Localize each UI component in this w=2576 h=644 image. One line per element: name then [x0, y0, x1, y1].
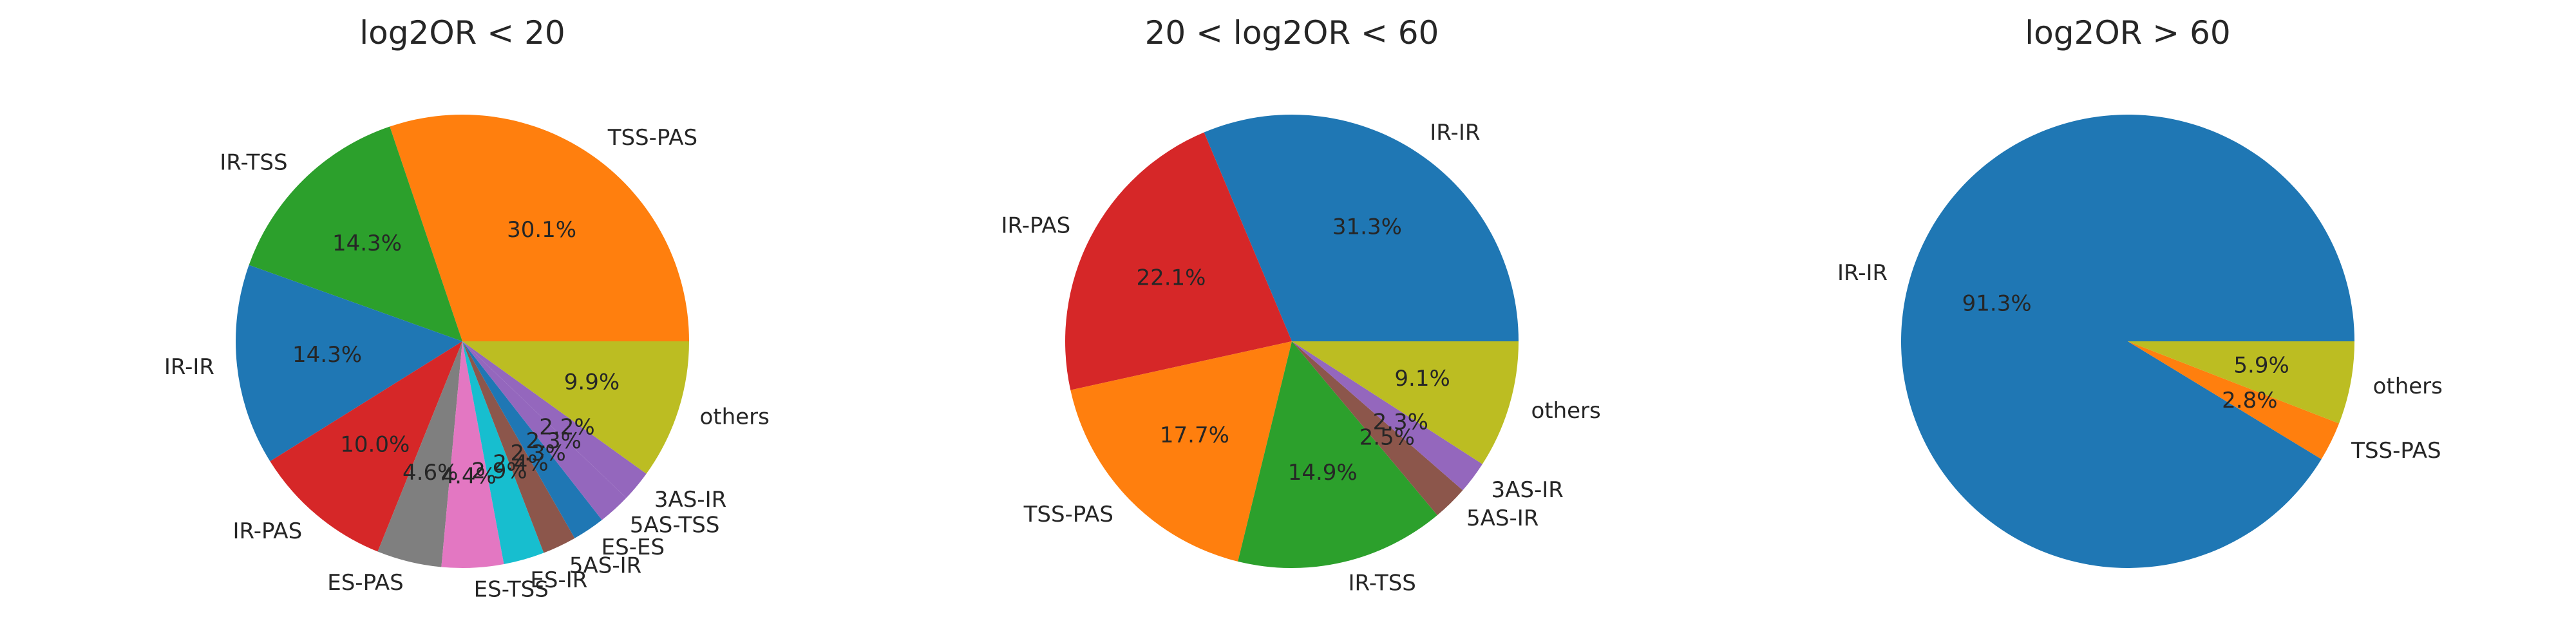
pie-slice-ir-tss	[1238, 341, 1437, 568]
pie-slice-es-tss	[441, 341, 504, 568]
pie-slice-ir-ir	[1901, 115, 2354, 569]
slice-label: ES-ES	[601, 535, 665, 560]
slice-label: ES-PAS	[327, 570, 404, 596]
pie-slice-es-ir	[462, 341, 544, 565]
slice-percent-label: 14.3%	[292, 342, 362, 368]
pie-chart-2: 20 < log2OR < 60 IR-IR 31.3% IR-PAS 22.1% TS…	[1001, 14, 1600, 596]
slice-percent-label: 2.9%	[471, 459, 527, 484]
slice-percent-label: 2.3%	[510, 440, 565, 466]
slice-label: ES-IR	[530, 567, 587, 593]
slice-percent-label: 17.7%	[1160, 422, 1229, 448]
slice-percent-label: 9.1%	[1394, 366, 1450, 392]
slice-percent-label: 91.3%	[1962, 290, 2032, 316]
pie-slice-es-es	[462, 341, 602, 538]
slice-percent-label: 2.3%	[1373, 409, 1428, 435]
slice-label: others	[700, 404, 770, 430]
pie-slice-3as-ir	[1292, 341, 1482, 491]
slice-percent-label: 5.9%	[2233, 352, 2289, 378]
slice-percent-label: 4.4%	[440, 463, 496, 489]
pie-slice-tss-pas	[390, 115, 689, 341]
chart-title: log2OR > 60	[2025, 14, 2230, 52]
slice-label: IR-IR	[164, 354, 214, 380]
pie-slices	[1901, 115, 2354, 569]
slice-percent-label: 9.9%	[564, 369, 620, 395]
pie-slice-3as-ir	[462, 341, 647, 498]
pie-slices	[1065, 115, 1519, 568]
slice-label: IR-PAS	[1001, 213, 1070, 238]
slice-label: others	[2373, 374, 2443, 399]
chart-title: 20 < log2OR < 60	[1145, 14, 1439, 52]
slice-percent-label: 2.5%	[1359, 424, 1415, 450]
pie-slice-others	[462, 341, 689, 474]
slice-label: 3AS-IR	[654, 487, 726, 513]
pie-slice-tss-pas	[1070, 341, 1292, 562]
pie-slice-ir-ir	[1204, 115, 1519, 341]
slice-percent-label: 2.4%	[493, 450, 548, 476]
pie-slice-es-pas	[377, 341, 462, 567]
slice-label: 5AS-IR	[1466, 506, 1539, 531]
slice-label: 3AS-IR	[1491, 477, 1563, 503]
pie-chart-3: log2OR > 60 IR-IR 91.3% TSS-PAS 2.8% others 5…	[1837, 14, 2443, 569]
pie-slice-5as-ir	[462, 341, 575, 553]
pie-chart-1: log2OR < 20 TSS-PAS 30.1% IR-TSS 14.3% IR-IR…	[164, 14, 770, 602]
slice-percent-label: 4.6%	[402, 460, 458, 486]
pie-slice-others	[2128, 341, 2354, 424]
pie-slice-5as-tss	[462, 341, 627, 520]
chart-title: log2OR < 20	[359, 14, 565, 52]
pie-labels: IR-IR 31.3% IR-PAS 22.1% TSS-PAS 17.7% IR-TSS 1…	[1001, 120, 1600, 596]
pie-slice-ir-pas	[270, 341, 462, 552]
slice-label: 5AS-IR	[569, 553, 641, 578]
pie-labels: IR-IR 91.3% TSS-PAS 2.8% others 5.9%	[1837, 260, 2443, 464]
pie-labels: TSS-PAS 30.1% IR-TSS 14.3% IR-IR 14.3% IR-PAS 1…	[164, 125, 770, 602]
slice-percent-label: 14.9%	[1288, 460, 1358, 486]
slice-percent-label: 2.3%	[526, 428, 582, 454]
slice-percent-label: 10.0%	[340, 431, 410, 457]
slice-label: ES-TSS	[474, 576, 549, 602]
pie-slices	[236, 115, 689, 568]
slice-label: IR-TSS	[220, 149, 287, 175]
pie-slice-others	[1292, 341, 1519, 464]
slice-percent-label: 2.8%	[2222, 388, 2277, 413]
slice-percent-label: 14.3%	[332, 231, 402, 256]
slice-label: TSS-PAS	[2351, 438, 2441, 464]
slice-label: 5AS-TSS	[630, 513, 720, 538]
slice-percent-label: 30.1%	[507, 217, 576, 243]
slice-label: TSS-PAS	[1023, 502, 1113, 527]
slice-label: IR-IR	[1430, 120, 1480, 146]
slice-label: TSS-PAS	[607, 125, 697, 151]
slice-percent-label: 31.3%	[1332, 214, 1402, 240]
pie-slice-ir-tss	[249, 126, 462, 341]
slice-label: IR-IR	[1837, 260, 1888, 286]
slice-percent-label: 22.1%	[1136, 265, 1206, 290]
pie-slice-ir-ir	[236, 265, 462, 462]
pie-slice-tss-pas	[2128, 341, 2340, 459]
slice-label: IR-PAS	[232, 518, 302, 544]
slice-label: IR-TSS	[1349, 571, 1416, 596]
pie-slice-5as-ir	[1292, 341, 1463, 516]
slice-percent-label: 2.2%	[539, 414, 594, 440]
slice-label: others	[1531, 398, 1600, 424]
pie-slice-ir-pas	[1065, 132, 1292, 390]
